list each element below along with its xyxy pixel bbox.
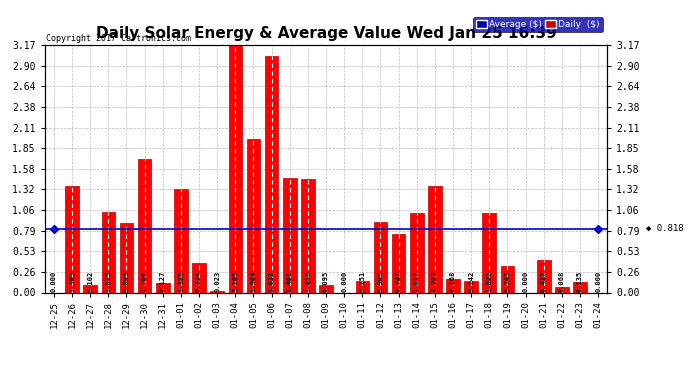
Text: 1.022: 1.022 [486,270,492,292]
Bar [246,139,260,292]
Text: 1.017: 1.017 [414,270,420,292]
Text: 3.169: 3.169 [233,270,238,292]
Text: 0.102: 0.102 [87,270,93,292]
Title: Daily Solar Energy & Average Value Wed Jan 25 16:39: Daily Solar Energy & Average Value Wed J… [96,26,556,41]
Bar [283,178,297,292]
Bar [265,56,278,292]
Bar [464,281,478,292]
Bar [555,287,569,292]
Bar [174,189,188,292]
Text: 1.025: 1.025 [106,270,111,292]
Text: 0.023: 0.023 [214,270,220,292]
Text: 0.142: 0.142 [468,270,474,292]
Text: 0.135: 0.135 [577,270,583,292]
Bar [319,285,333,292]
Text: 0.000: 0.000 [341,270,347,292]
Bar [537,260,551,292]
Bar [156,283,170,292]
Bar [66,186,79,292]
Text: 0.747: 0.747 [395,270,402,292]
Text: 1.456: 1.456 [305,270,311,292]
Text: 1.964: 1.964 [250,270,257,292]
Text: 0.895: 0.895 [124,270,130,292]
Text: Copyright 2017 Cartronics.com: Copyright 2017 Cartronics.com [46,33,191,42]
Text: 1.322: 1.322 [178,270,184,292]
Text: 1.365: 1.365 [69,270,75,292]
Text: 0.343: 0.343 [504,270,511,292]
Legend: Average ($), Daily  ($): Average ($), Daily ($) [473,17,602,32]
Bar [374,222,387,292]
Bar [228,45,242,292]
Text: 1.363: 1.363 [432,270,438,292]
Bar [410,213,424,292]
Text: 1.461: 1.461 [287,270,293,292]
Text: 0.000: 0.000 [522,270,529,292]
Bar [210,291,224,292]
Text: 0.000: 0.000 [51,270,57,292]
Text: 0.068: 0.068 [559,270,565,292]
Text: 0.151: 0.151 [359,270,365,292]
Bar [83,285,97,292]
Bar [193,263,206,292]
Text: 0.417: 0.417 [541,270,546,292]
Bar [446,279,460,292]
Text: 0.127: 0.127 [160,270,166,292]
Bar [301,179,315,292]
Bar [573,282,586,292]
Bar [119,223,133,292]
Bar [392,234,406,292]
Text: 0.000: 0.000 [595,270,601,292]
Bar [428,186,442,292]
Text: 0.908: 0.908 [377,270,384,292]
Text: 0.168: 0.168 [450,270,456,292]
Bar [501,266,514,292]
Text: 1.706: 1.706 [141,270,148,292]
Text: 3.032: 3.032 [268,270,275,292]
Text: 0.095: 0.095 [323,270,329,292]
Bar [138,159,151,292]
Bar [482,213,496,292]
Bar [101,213,115,292]
Text: ◆ 0.818: ◆ 0.818 [646,224,684,233]
Text: 0.374: 0.374 [196,270,202,292]
Bar [355,281,369,292]
